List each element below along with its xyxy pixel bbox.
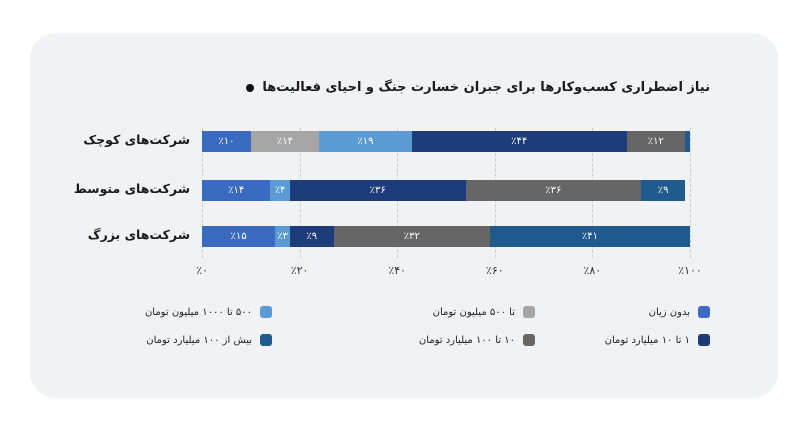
category-label: شرکت‌های متوسط	[73, 181, 190, 196]
bar-segment: ٪۳۶	[289, 180, 466, 201]
x-tick-label: ٪۰	[196, 264, 208, 277]
data-label: ٪۴	[274, 185, 286, 196]
data-label: ٪۹	[657, 185, 669, 196]
data-label: ٪۴۱	[581, 231, 598, 242]
legend-swatch	[698, 334, 710, 346]
bar-segment: ٪۱۴	[202, 180, 271, 201]
bar-segment: ٪۱۲	[626, 131, 686, 152]
legend-label: ۱ تا ۱۰ میلیارد تومان	[604, 334, 690, 346]
data-label: ٪۱۹	[357, 136, 374, 147]
bar-segment: ٪۴۱	[489, 226, 690, 247]
legend-swatch	[698, 306, 710, 318]
chart-card	[30, 33, 778, 398]
bar-segment: ٪۳	[275, 226, 290, 247]
category-label: شرکت‌های کوچک	[83, 132, 190, 147]
bar-segment: ٪۱۵	[202, 226, 276, 247]
bar-segment: ٪۹	[289, 226, 334, 247]
category-label: شرکت‌های بزرگ	[87, 227, 190, 242]
legend-swatch	[523, 306, 535, 318]
data-label: ٪۱۴	[276, 136, 294, 147]
data-label: ٪۴۴	[511, 136, 528, 147]
bar-row: ٪۱۴ ٪۴ ٪۳۶ ٪۳۶ ٪۹	[202, 180, 690, 201]
data-label: ٪۱۰	[218, 136, 235, 147]
data-label: ٪۳۲	[403, 231, 420, 242]
bar-segment: ٪۳۶	[465, 180, 642, 201]
data-label: ٪۳۶	[545, 185, 562, 196]
chart-title: نیاز اضطراری کسب‌وکارها برای جبران خسارت…	[262, 80, 710, 95]
bar-segment: ٪۴	[270, 180, 290, 201]
legend-label: تا ۵۰۰ میلیون تومان	[432, 306, 515, 318]
legend-item: ۵۰۰ تا ۱۰۰۰ میلیون تومان	[145, 306, 272, 318]
x-tick-label: ٪۱۰۰	[678, 264, 702, 277]
legend-swatch	[523, 334, 535, 346]
bar-segment: ٪۴۴	[411, 131, 627, 152]
bar-segment: ٪۳۲	[333, 226, 490, 247]
x-tick-label: ٪۲۰	[290, 264, 309, 277]
legend-label: بدون زیان	[648, 306, 690, 318]
x-tick-label: ٪۶۰	[485, 264, 504, 277]
bar-segment: ٪۱۴	[250, 131, 320, 152]
bar-segment: ٪۹	[641, 180, 686, 201]
legend-label: بیش از ۱۰۰ میلیارد تومان	[146, 334, 252, 346]
bar-row: ٪۱۰ ٪۱۴ ٪۱۹ ٪۴۴ ٪۱۲	[202, 131, 690, 152]
legend-item: ۱۰ تا ۱۰۰ میلیارد تومان	[419, 334, 535, 346]
legend-item: ۱ تا ۱۰ میلیارد تومان	[605, 334, 710, 346]
x-tick-label: ٪۸۰	[583, 264, 602, 277]
data-label: ٪۱۲	[647, 136, 664, 147]
data-label: ٪۳۶	[369, 185, 386, 196]
legend-item: بیش از ۱۰۰ میلیارد تومان	[146, 334, 272, 346]
data-label: ٪۹	[306, 231, 318, 242]
data-label: ٪۱۵	[230, 231, 247, 242]
legend-label: ۵۰۰ تا ۱۰۰۰ میلیون تومان	[144, 306, 252, 318]
bar-segment: ٪۱۰	[202, 131, 251, 152]
data-label: ٪۳	[277, 231, 288, 242]
bullet-icon	[246, 83, 255, 92]
x-gridline	[690, 128, 691, 258]
bar-segment	[685, 131, 690, 152]
legend-item: بدون زیان	[649, 306, 710, 318]
x-tick-label: ٪۴۰	[388, 264, 407, 277]
legend-label: ۱۰ تا ۱۰۰ میلیارد تومان	[418, 334, 515, 346]
bar-segment: ٪۱۹	[319, 131, 412, 152]
legend-item: تا ۵۰۰ میلیون تومان	[433, 306, 535, 318]
legend-swatch	[260, 334, 272, 346]
data-label: ٪۱۴	[228, 185, 245, 196]
legend-swatch	[260, 306, 272, 318]
chart-title-row: نیاز اضطراری کسب‌وکارها برای جبران خسارت…	[246, 80, 710, 95]
bar-row: ٪۱۵ ٪۳ ٪۹ ٪۳۲ ٪۴۱	[202, 226, 690, 247]
